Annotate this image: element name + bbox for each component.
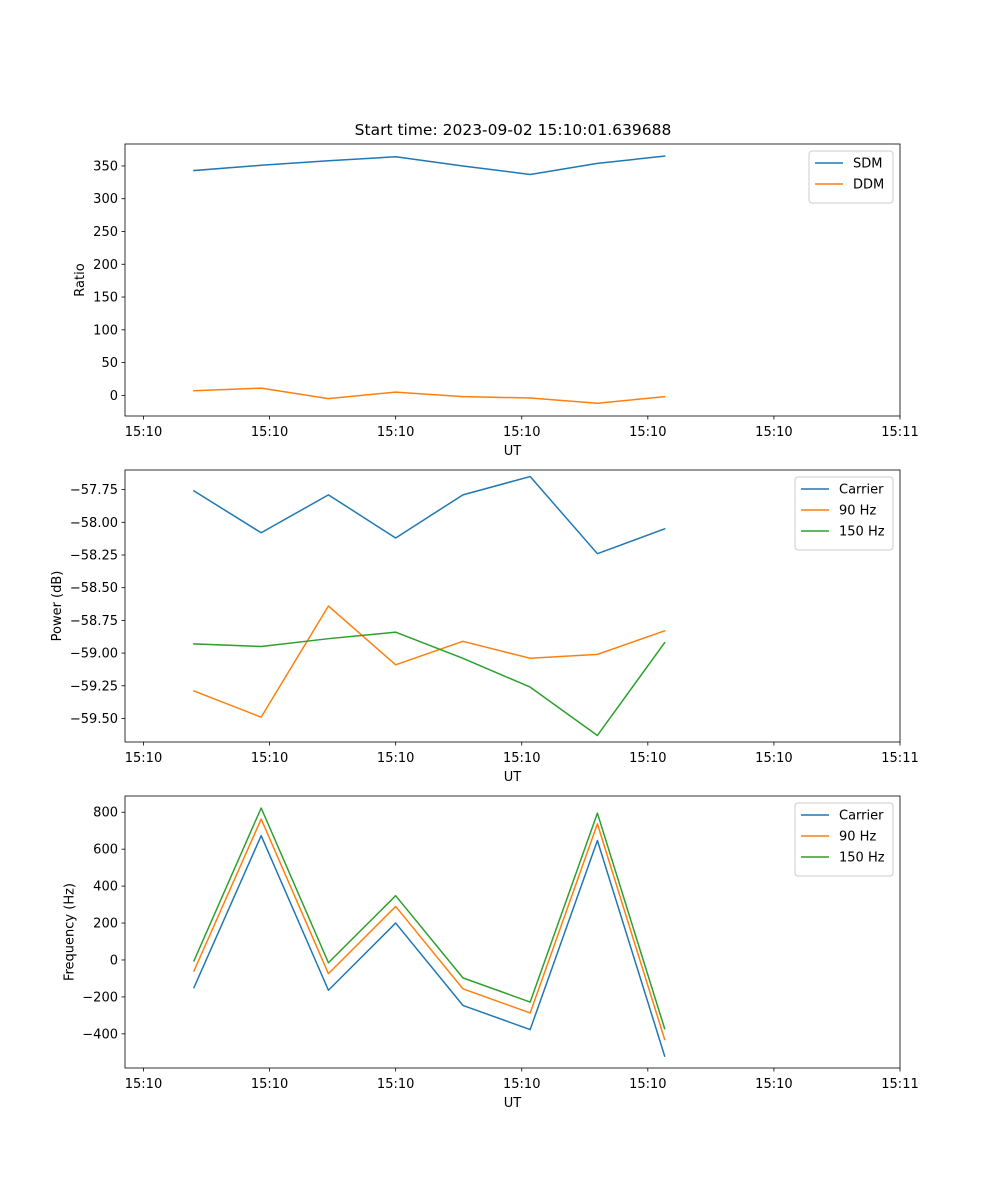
subplots: 15:10 15:10 15:10 15:10 15:10 15:10 15:11 0 50 10… xyxy=(50,143,919,1111)
y-tick-label: −58.50 xyxy=(70,581,118,596)
x-tick-label: 15:11 xyxy=(881,425,918,440)
x-tick-label: 15:10 xyxy=(251,1077,288,1092)
y-axis-label: Power (dB) xyxy=(50,571,65,642)
y-tick-label: 0 xyxy=(110,953,118,968)
series-line-ddm xyxy=(193,387,666,404)
x-axis-ticks: 15:10 15:10 15:10 15:10 15:10 15:10 15:11 xyxy=(125,742,919,766)
x-tick-label: 15:10 xyxy=(125,751,162,766)
legend-label-150-hz: 150 Hz xyxy=(839,851,885,866)
y-tick-label: 50 xyxy=(101,356,118,371)
x-axis-ticks: 15:10 15:10 15:10 15:10 15:10 15:10 15:11 xyxy=(125,1068,919,1092)
y-tick-label: 150 xyxy=(93,291,118,306)
x-tick-label: 15:10 xyxy=(377,751,414,766)
legend-label-sdm: SDM xyxy=(853,157,882,172)
axes-frame xyxy=(124,143,901,417)
y-tick-label: 300 xyxy=(93,192,118,207)
x-tick-label: 15:10 xyxy=(755,425,792,440)
x-tick-label: 15:10 xyxy=(503,1077,540,1092)
x-tick-label: 15:10 xyxy=(755,751,792,766)
axes-frame xyxy=(124,795,901,1069)
legend: SDM DDM xyxy=(808,150,894,204)
y-tick-label: 800 xyxy=(93,806,118,821)
y-tick-label: 200 xyxy=(93,917,118,932)
legend-label-90-hz: 90 Hz xyxy=(839,504,876,519)
legend-label-carrier: Carrier xyxy=(839,809,884,824)
legend-box xyxy=(808,150,894,204)
legend: Carrier 90 Hz 150 Hz xyxy=(794,476,894,551)
x-axis-label: UT xyxy=(504,770,522,785)
y-tick-label: 250 xyxy=(93,225,118,240)
y-tick-label: −200 xyxy=(82,990,118,1005)
series-line-90-hz xyxy=(192,605,666,718)
y-tick-label: −400 xyxy=(82,1027,118,1042)
y-tick-label: −59.50 xyxy=(70,712,118,727)
y-tick-label: 100 xyxy=(93,323,118,338)
subplot-3: 15:10 15:10 15:10 15:10 15:10 15:10 15:11−400−… xyxy=(62,795,919,1111)
y-axis-ticks: −59.50 −59.25 −59.00 −58.75 −58.50 −58.25 −58.… xyxy=(70,483,125,727)
x-tick-label: 15:10 xyxy=(755,1077,792,1092)
series-line-carrier xyxy=(192,475,666,555)
x-tick-label: 15:10 xyxy=(503,425,540,440)
y-axis-ticks: 0 50 100 150 200 250 300 350 xyxy=(93,159,125,404)
series-group xyxy=(192,475,666,737)
y-axis-label: Ratio xyxy=(73,263,88,296)
y-axis-label: Frequency (Hz) xyxy=(62,883,77,981)
y-axis-ticks: −400 −200 0 200 400 600 800 xyxy=(82,806,125,1042)
y-tick-label: −58.75 xyxy=(70,614,118,629)
x-axis-label: UT xyxy=(504,444,522,459)
series-line-150-hz xyxy=(193,631,666,737)
y-tick-label: −59.25 xyxy=(70,679,118,694)
x-tick-label: 15:10 xyxy=(629,751,666,766)
subplot-2: 15:10 15:10 15:10 15:10 15:10 15:10 15:11 −59.5… xyxy=(50,469,919,785)
legend: Carrier 90 Hz 150 Hz xyxy=(794,802,894,877)
legend-label-carrier: Carrier xyxy=(839,483,884,498)
series-line-sdm xyxy=(193,155,666,176)
x-tick-label: 15:10 xyxy=(629,1077,666,1092)
x-tick-label: 15:10 xyxy=(125,1077,162,1092)
y-tick-label: 350 xyxy=(93,159,118,174)
legend-label-150-hz: 150 Hz xyxy=(839,525,885,540)
y-tick-label: −57.75 xyxy=(70,483,118,498)
x-axis-ticks: 15:10 15:10 15:10 15:10 15:10 15:10 15:11 xyxy=(125,416,919,440)
x-tick-label: 15:11 xyxy=(881,751,918,766)
series-group xyxy=(192,807,666,1057)
subplot-1: 15:10 15:10 15:10 15:10 15:10 15:10 15:11 0 50 10… xyxy=(73,143,919,459)
series-line-90-hz xyxy=(192,818,666,1041)
y-tick-label: 0 xyxy=(110,389,118,404)
legend-label-ddm: DDM xyxy=(853,178,884,193)
x-tick-label: 15:10 xyxy=(251,751,288,766)
axes-frame xyxy=(124,469,901,743)
x-tick-label: 15:11 xyxy=(881,1077,918,1092)
series-group xyxy=(193,155,666,404)
x-tick-label: 15:10 xyxy=(377,425,414,440)
y-tick-label: 200 xyxy=(93,258,118,273)
series-line-150-hz xyxy=(192,807,666,1030)
x-tick-label: 15:10 xyxy=(503,751,540,766)
y-tick-label: 400 xyxy=(93,880,118,895)
y-tick-label: 600 xyxy=(93,843,118,858)
y-tick-label: −58.00 xyxy=(70,516,118,531)
series-line-carrier xyxy=(192,834,666,1057)
x-tick-label: 15:10 xyxy=(125,425,162,440)
chart-title: Start time: 2023-09-02 15:10:01.639688 xyxy=(355,121,672,139)
x-tick-label: 15:10 xyxy=(629,425,666,440)
x-axis-label: UT xyxy=(504,1096,522,1111)
y-tick-label: −58.25 xyxy=(70,549,118,564)
y-tick-label: −59.00 xyxy=(70,647,118,662)
legend-label-90-hz: 90 Hz xyxy=(839,830,876,845)
x-tick-label: 15:10 xyxy=(251,425,288,440)
x-tick-label: 15:10 xyxy=(377,1077,414,1092)
